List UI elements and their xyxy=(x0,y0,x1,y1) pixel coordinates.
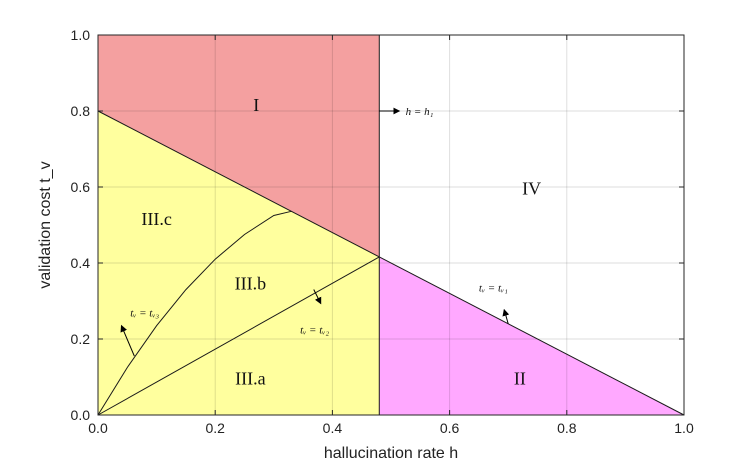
arrow-tv1 xyxy=(502,308,510,324)
region-label-0: I xyxy=(253,95,259,115)
annotation-3: tᵥ = tᵥ₃ xyxy=(130,307,159,319)
region-label-3: III.b xyxy=(235,274,266,294)
annotations-layer: I IV III.c III.b III.a II h = h₁ tᵥ = tᵥ₁ tᵥ = t… xyxy=(120,95,541,389)
region-label-4: III.a xyxy=(235,369,265,389)
annotation-0: h = h₁ xyxy=(406,106,434,118)
regions-layer xyxy=(98,35,684,415)
boundary-lines-layer xyxy=(97,35,685,416)
boundary-tv2-line xyxy=(97,256,380,416)
x-tick-label-5: 1.0 xyxy=(674,420,694,436)
plot-frame xyxy=(97,34,685,416)
x-tick-label-2: 0.4 xyxy=(323,420,343,436)
region-III xyxy=(98,111,380,415)
y-axis-label: validation cost t_v xyxy=(37,161,54,288)
y-tick-label-2: 0.4 xyxy=(71,255,91,271)
region-IV xyxy=(379,35,684,415)
y-tick-label-4: 0.8 xyxy=(71,103,91,119)
region-I xyxy=(98,35,380,257)
x-axis-label: hallucination rate h xyxy=(324,445,458,462)
boundary-tv1-line xyxy=(97,110,685,416)
arrow-tv3 xyxy=(120,324,135,357)
annotation-1: tᵥ = tᵥ₁ xyxy=(479,283,508,295)
x-tick-label-0: 0.0 xyxy=(88,420,108,436)
axes-layer: 0.00.0 0.2 0.2 0.4 0.4 0.6 0.6 0.8 0.8 1.0 1.0 xyxy=(71,27,694,436)
y-tick-label-1: 0.2 xyxy=(71,331,91,347)
region-label-1: IV xyxy=(522,179,541,199)
region-label-5: II xyxy=(514,369,526,389)
y-tick-label-3: 0.6 xyxy=(71,179,91,195)
arrow-tv2 xyxy=(313,289,322,305)
x-tick-label-1: 0.2 xyxy=(205,420,225,436)
boundary-tv3-curve xyxy=(97,210,292,416)
y-tick-label-0: 0.0 xyxy=(71,407,91,423)
x-tick-label-3: 0.6 xyxy=(440,420,460,436)
annotation-2: tᵥ = tᵥ₂ xyxy=(300,325,329,337)
x-tick-label-4: 0.8 xyxy=(557,420,577,436)
region-label-2: III.c xyxy=(141,209,171,229)
y-tick-label-5: 1.0 xyxy=(71,27,91,43)
